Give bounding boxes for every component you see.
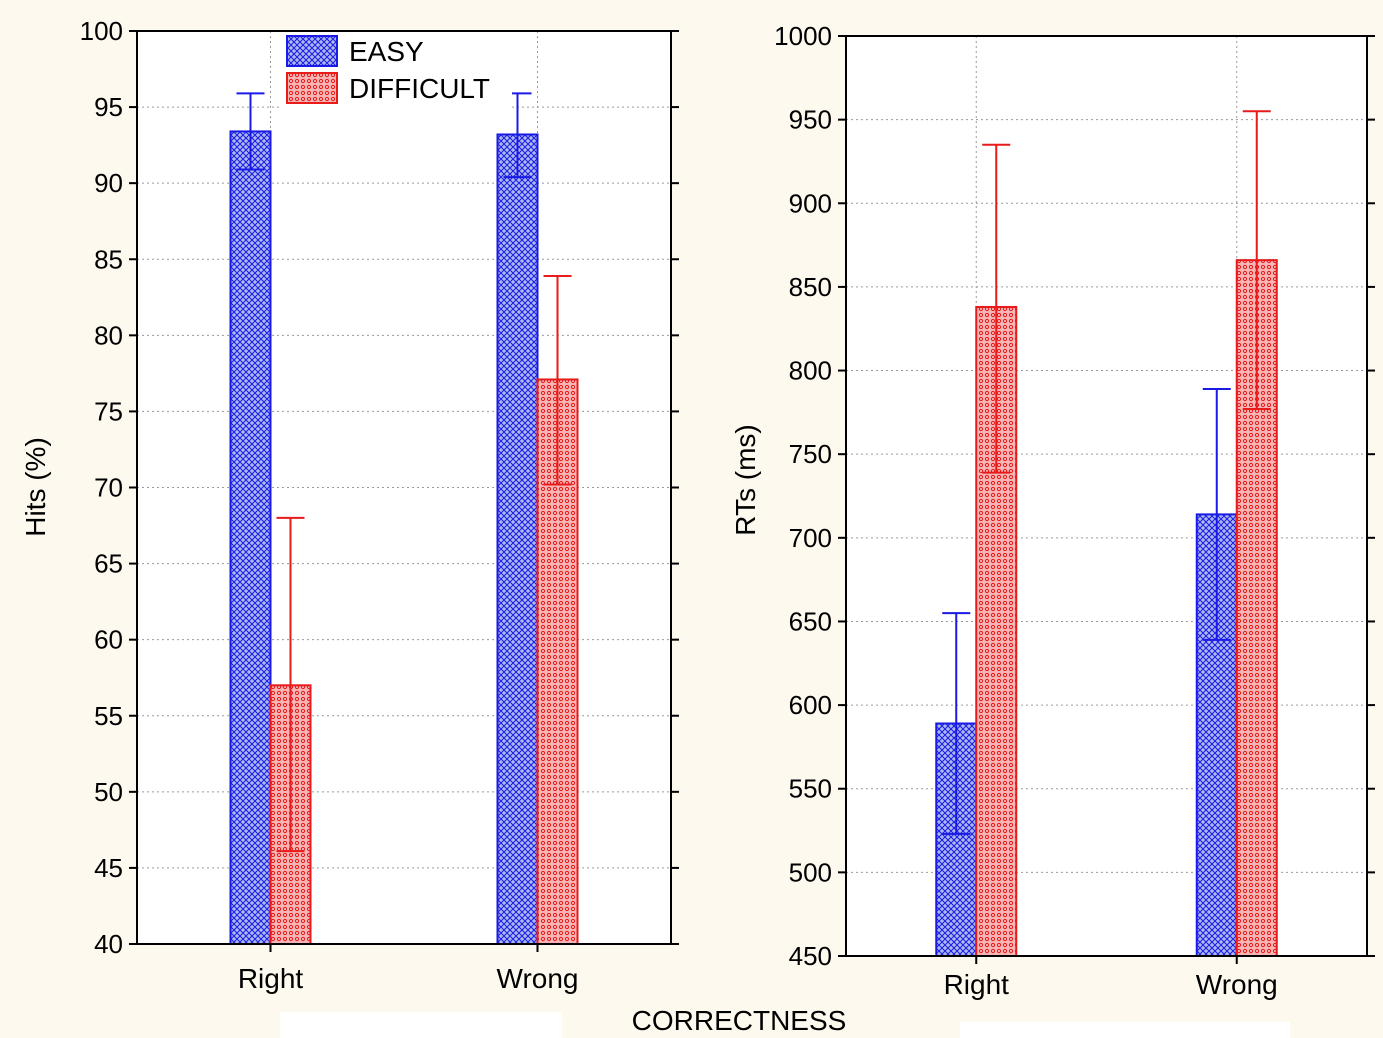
rts-y-tick-label: 900 <box>789 188 832 218</box>
rts-y-tick-label: 1000 <box>774 21 832 51</box>
rts-y-ticks: 450 500 550 600 650 700 750 800 850 900 950 1000 <box>774 21 1375 971</box>
hits-x-tick-label: Wrong <box>497 963 579 994</box>
rts-error-bars <box>942 110 1271 835</box>
hits-y-tick-label: 50 <box>94 777 123 807</box>
rts-plot-frame <box>845 35 1368 957</box>
rts-y-tick-label: 550 <box>789 774 832 804</box>
legend-label-difficult: DIFFICULT <box>349 73 490 104</box>
hits-y-tick-label: 70 <box>94 473 123 503</box>
hits-y-tick-label: 65 <box>94 549 123 579</box>
rts-x-tick-label: Right <box>944 969 1010 1000</box>
rts-y-tick-label: 650 <box>789 606 832 636</box>
rts-chart: 450 500 550 600 650 700 750 800 850 900 950 1000 Ri… <box>730 21 1375 1000</box>
legend-label-easy: EASY <box>349 36 424 67</box>
legend: EASY DIFFICULT <box>280 33 512 109</box>
shared-x-axis-label: CORRECTNESS <box>632 1005 847 1036</box>
rts-y-tick-label: 500 <box>789 857 832 887</box>
hits-y-ticks: 40 45 50 55 60 65 70 75 80 85 90 95 100 <box>80 16 679 959</box>
bottom-whiteout-left <box>280 1012 562 1038</box>
rts-y-tick-label: 800 <box>789 356 832 386</box>
bottom-whiteout-right <box>960 1022 1290 1038</box>
rts-y-tick-label: 450 <box>789 941 832 971</box>
hits-y-tick-label: 45 <box>94 853 123 883</box>
rts-y-tick-label: 850 <box>789 272 832 302</box>
rts-plot-area <box>846 36 1367 956</box>
hits-y-axis-label: Hits (%) <box>20 437 51 537</box>
hits-x-ticks: Right Wrong <box>238 944 579 994</box>
hits-y-tick-label: 85 <box>94 244 123 274</box>
hits-x-tick-label: Right <box>238 963 304 994</box>
hits-bar-easy <box>496 133 539 945</box>
rts-y-axis-label: RTs (ms) <box>730 424 761 535</box>
rts-x-ticks: Right Wrong <box>944 956 1278 1000</box>
hits-error-bars <box>236 92 572 853</box>
hits-chart: 40 45 50 55 60 65 70 75 80 85 90 95 100 Right Wrong H… <box>20 16 679 994</box>
rts-y-tick-label: 750 <box>789 439 832 469</box>
hits-y-tick-label: 60 <box>94 625 123 655</box>
hits-y-tick-label: 40 <box>94 929 123 959</box>
hits-y-tick-label: 75 <box>94 396 123 426</box>
rts-y-tick-label: 950 <box>789 105 832 135</box>
hits-y-tick-label: 80 <box>94 320 123 350</box>
hits-y-tick-label: 95 <box>94 92 123 122</box>
rts-x-tick-label: Wrong <box>1196 969 1278 1000</box>
legend-swatch-difficult <box>286 72 338 104</box>
rts-y-tick-label: 700 <box>789 523 832 553</box>
legend-swatch-easy <box>286 35 338 67</box>
hits-y-tick-label: 90 <box>94 168 123 198</box>
rts-y-tick-label: 600 <box>789 690 832 720</box>
hits-y-tick-label: 100 <box>80 16 123 46</box>
hits-y-tick-label: 55 <box>94 701 123 731</box>
hits-bar-easy <box>229 130 272 945</box>
